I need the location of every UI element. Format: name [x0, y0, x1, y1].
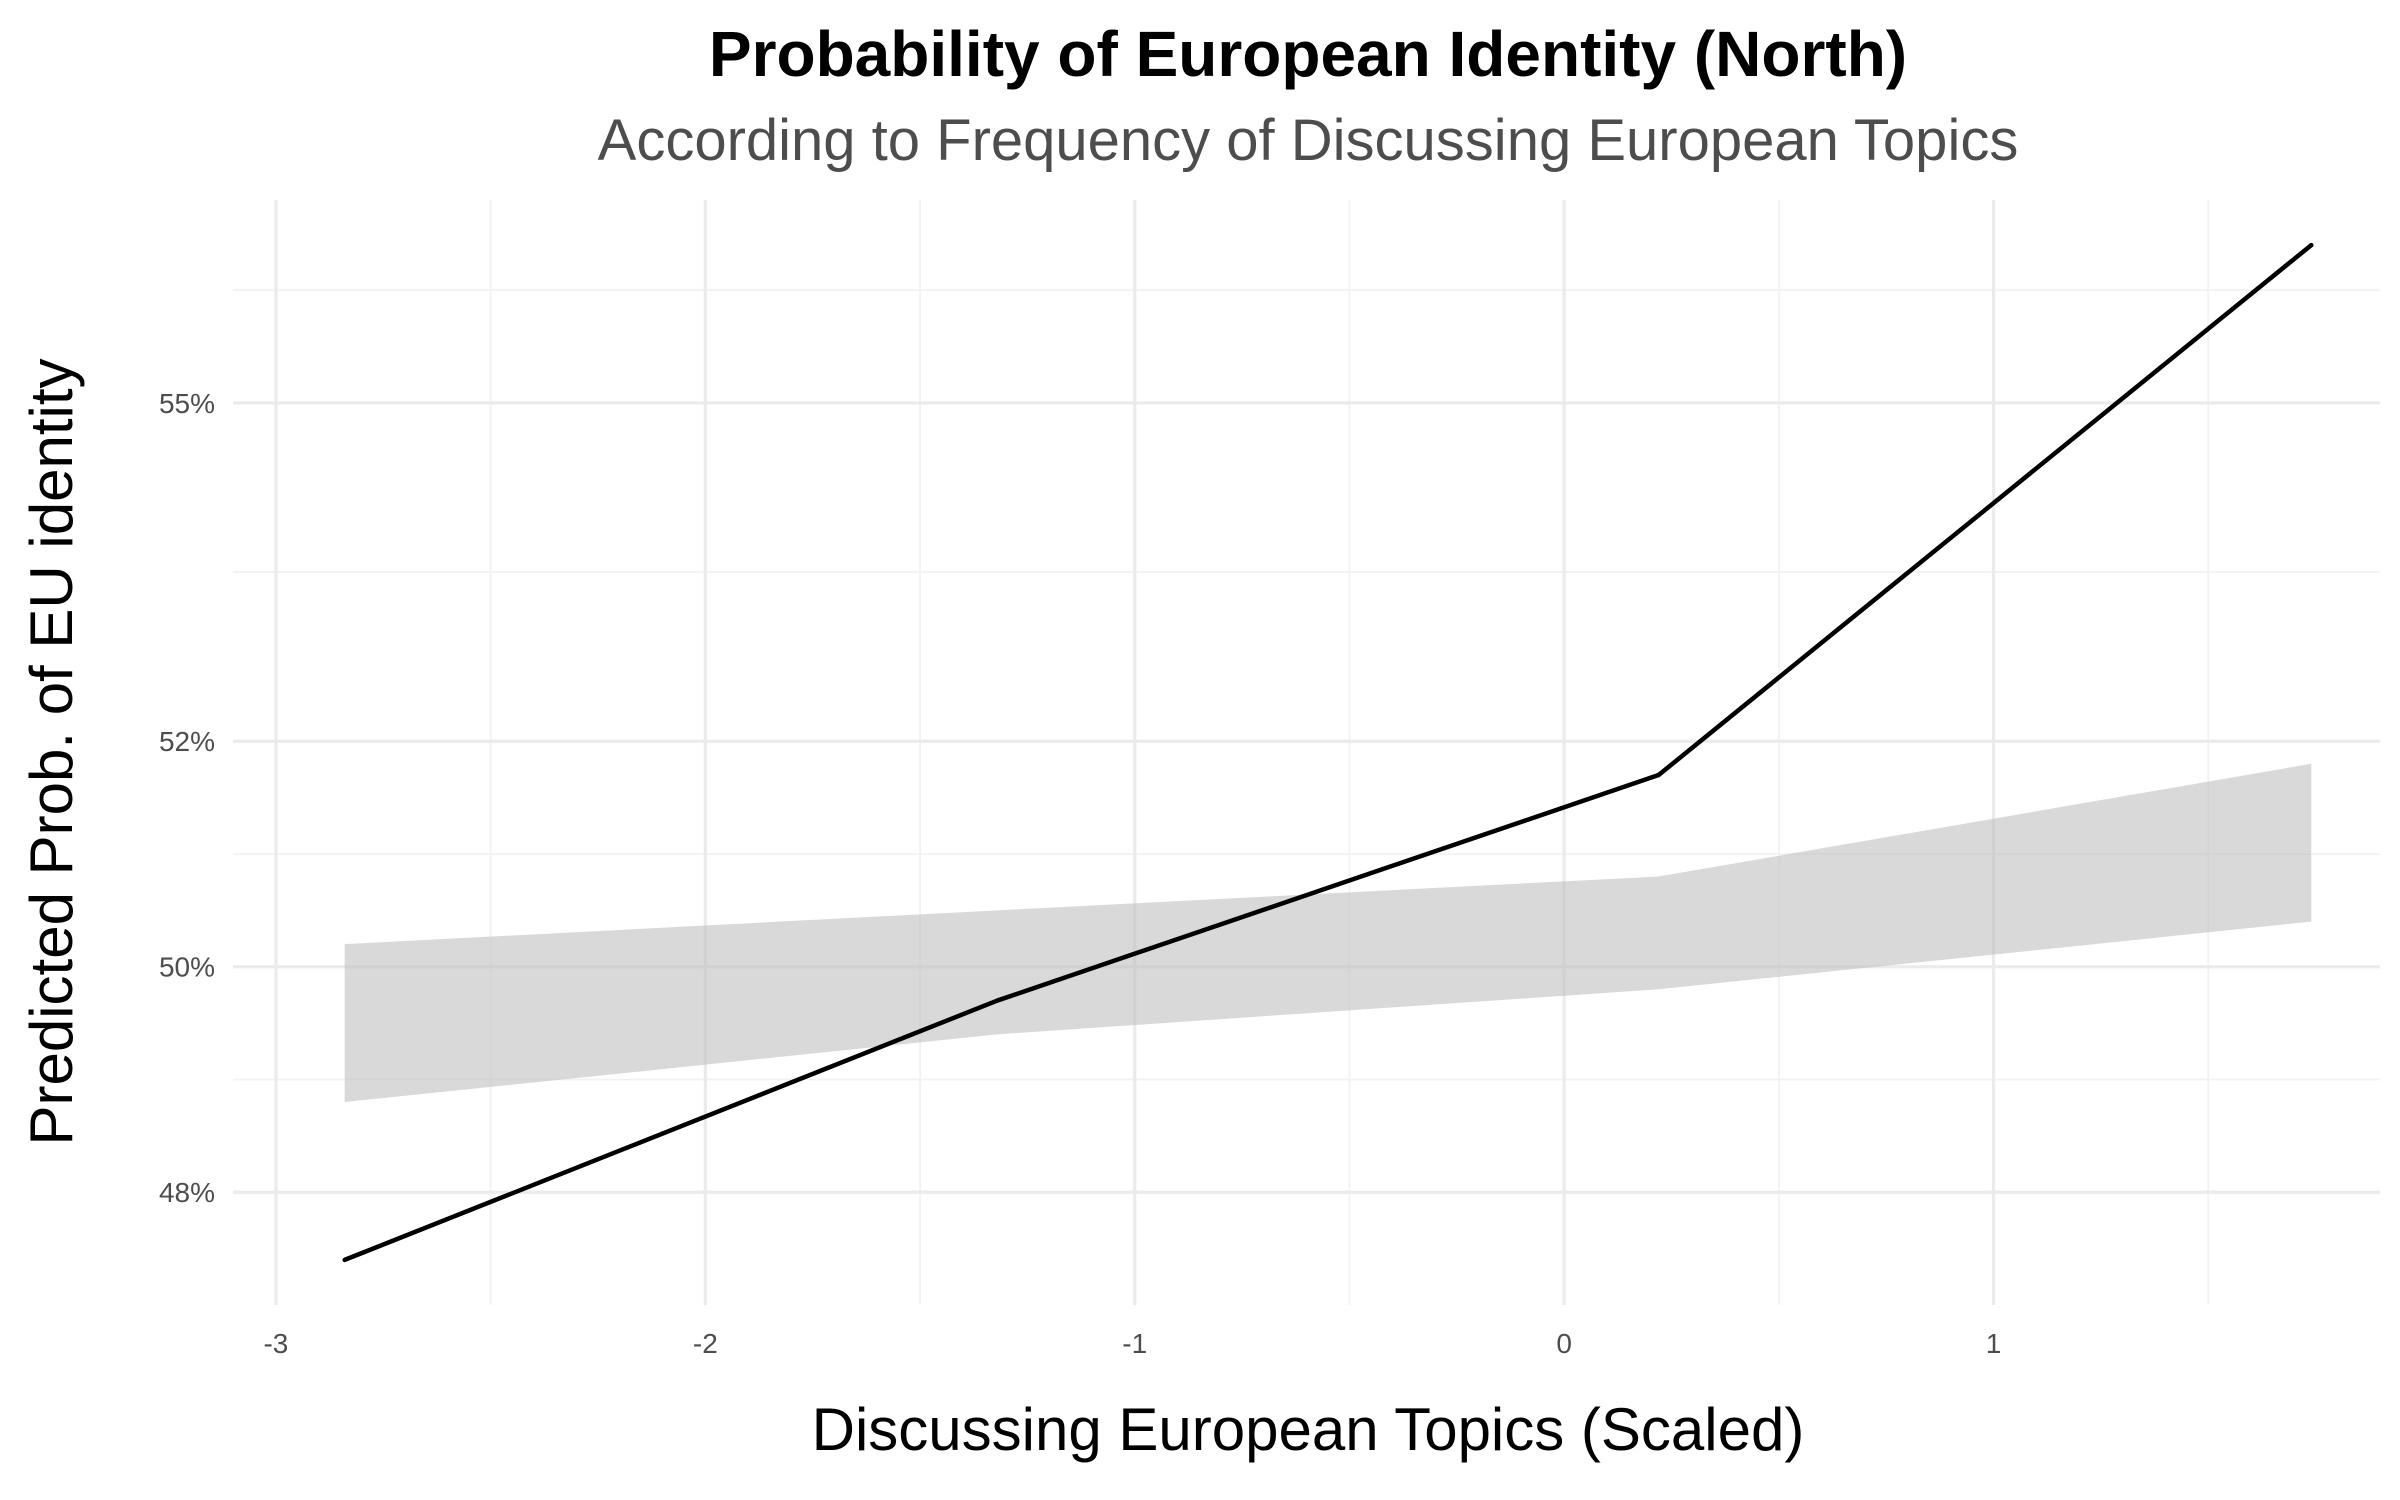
plot-area [233, 200, 2380, 1305]
x-tick-label: -1 [1122, 1328, 1147, 1359]
x-tick-label: -2 [693, 1328, 718, 1359]
chart-subtitle: According to Frequency of Discussing Eur… [598, 108, 2019, 173]
x-axis-ticks: -3 -2 -1 0 1 [263, 1328, 2001, 1359]
x-axis-label: Discussing European Topics (Scaled) [812, 1396, 1805, 1463]
x-tick-label: -3 [263, 1328, 288, 1359]
series-lines [342, 242, 2314, 1263]
y-tick-label: 55% [159, 388, 215, 419]
y-tick-label: 48% [159, 1177, 215, 1208]
chart-title: Probability of European Identity (North) [709, 18, 1907, 90]
minor-grid [233, 200, 2380, 1305]
confidence-bands [344, 763, 2312, 1103]
y-axis-ticks: 48% 50% 52% 55% [159, 388, 215, 1208]
x-tick-label: 1 [1986, 1328, 2002, 1359]
data-point [342, 1257, 347, 1263]
y-tick-label: 52% [159, 726, 215, 757]
y-tick-label: 50% [159, 952, 215, 983]
data-point [1656, 772, 1661, 778]
major-grid [233, 200, 2380, 1305]
data-point [2309, 242, 2314, 248]
x-tick-label: 0 [1556, 1328, 1572, 1359]
y-axis-label: Predicted Prob. of EU identity [18, 358, 85, 1145]
data-point [995, 998, 1000, 1003]
series-line [343, 243, 2313, 1262]
confidence-band [344, 763, 2312, 1103]
